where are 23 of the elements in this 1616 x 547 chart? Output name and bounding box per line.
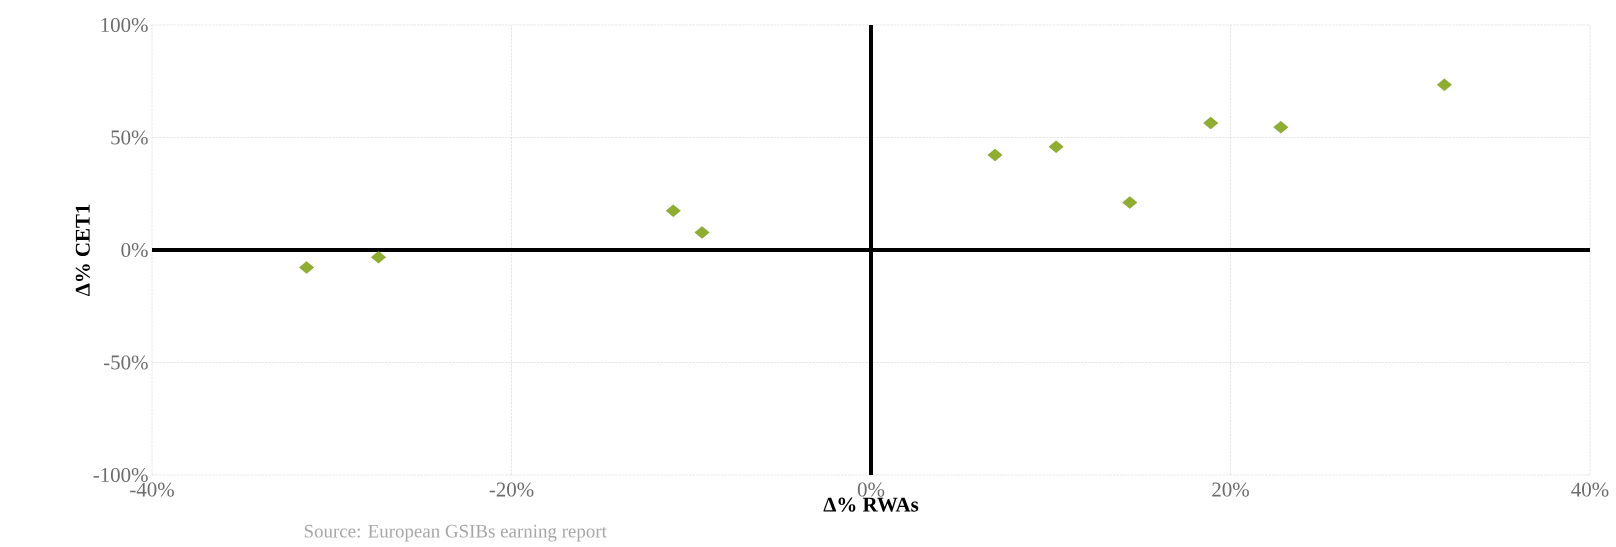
y-tick-label: 100%: [101, 17, 148, 33]
point: [1122, 196, 1138, 209]
point: [665, 204, 681, 218]
y-tick-label: -50%: [103, 355, 148, 370]
x-tick-label: 0%: [857, 482, 885, 497]
source-note: Source: European GSIBs earning report: [304, 524, 607, 542]
point: [694, 226, 710, 239]
y-axis-title: Δ% CET1: [75, 204, 90, 297]
y-tick-label: 50%: [111, 130, 148, 145]
point: [1436, 78, 1452, 92]
y-tick-label: -100%: [93, 467, 148, 483]
x-tick-label: -40%: [130, 482, 174, 497]
point: [1203, 116, 1219, 130]
x-tick-label: -20%: [489, 482, 534, 497]
x-tick-label: 20%: [1212, 482, 1249, 497]
point: [987, 148, 1003, 162]
point: [299, 261, 314, 274]
x-axis-title: Δ% RWAs: [823, 497, 919, 512]
y-tick-label: 0%: [121, 242, 148, 258]
point: [1048, 140, 1064, 153]
point: [1273, 120, 1289, 134]
point: [371, 250, 386, 264]
x-tick-label: 40%: [1571, 482, 1609, 497]
